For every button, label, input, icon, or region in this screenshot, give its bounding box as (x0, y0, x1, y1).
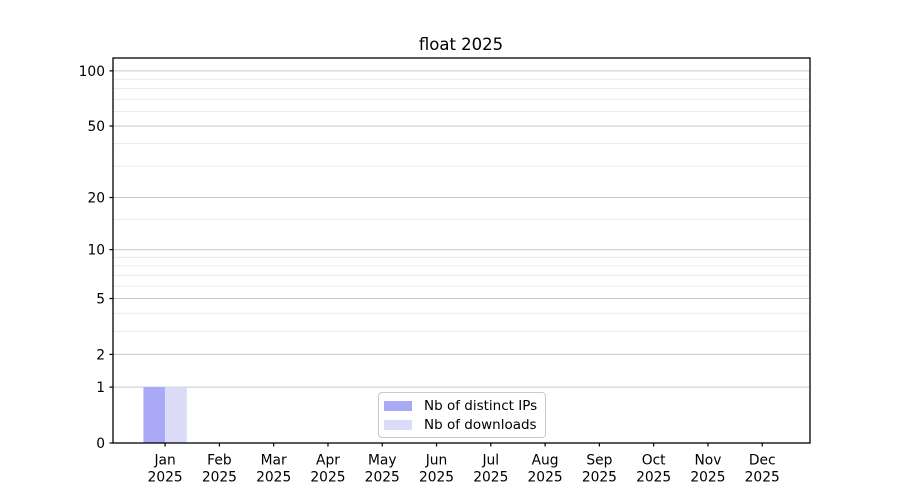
x-tick-label-month: Jul (481, 453, 499, 469)
x-tick-label-year: 2025 (528, 470, 563, 486)
y-tick-label: 50 (87, 119, 105, 135)
x-tick-label-month: Mar (261, 453, 287, 469)
x-tick-label-year: 2025 (365, 470, 400, 486)
legend-label-distinct-ips: Nb of distinct IPs (424, 397, 538, 414)
x-tick-label-year: 2025 (310, 470, 345, 486)
x-tick-label-year: 2025 (690, 470, 725, 486)
x-tick-label-month: Dec (749, 453, 776, 469)
x-tick-label-month: Nov (694, 453, 721, 469)
bar-distinct-ips-jan (143, 387, 166, 443)
legend-label-downloads: Nb of downloads (424, 416, 537, 433)
x-tick-label-month: May (368, 453, 397, 469)
x-tick-label-month: Oct (642, 453, 666, 469)
x-tick-label-year: 2025 (256, 470, 291, 486)
x-tick-label-year: 2025 (202, 470, 237, 486)
legend-item-downloads: Nb of downloads (384, 416, 539, 433)
x-tick-label-year: 2025 (582, 470, 617, 486)
legend: Nb of distinct IPs Nb of downloads (378, 392, 546, 438)
legend-item-distinct-ips: Nb of distinct IPs (384, 397, 539, 414)
x-tick-label-month: Jun (425, 453, 448, 469)
x-tick-label-year: 2025 (745, 470, 780, 486)
x-tick-label-month: Aug (532, 453, 559, 469)
bar-downloads-jan (165, 387, 187, 443)
y-tick-label: 1 (96, 380, 105, 396)
x-tick-label-year: 2025 (419, 470, 454, 486)
x-tick-label-year: 2025 (636, 470, 671, 486)
y-tick-label: 5 (96, 292, 105, 308)
legend-swatch-downloads (384, 419, 412, 430)
y-tick-label: 100 (79, 64, 105, 80)
chart-title: float 2025 (418, 35, 504, 54)
y-tick-label: 2 (96, 347, 105, 363)
x-tick-label-year: 2025 (148, 470, 183, 486)
x-tick-label-month: Apr (316, 453, 340, 469)
axes-frame (112, 57, 811, 444)
x-tick-label-month: Jan (153, 453, 175, 469)
y-tick-label: 20 (87, 191, 105, 207)
y-tick-label: 10 (87, 243, 105, 259)
x-tick-label-month: Feb (207, 453, 231, 469)
legend-swatch-distinct-ips (384, 400, 412, 411)
x-tick-label-month: Sep (586, 453, 612, 469)
y-tick-label: 0 (96, 436, 105, 452)
x-tick-label-year: 2025 (473, 470, 508, 486)
